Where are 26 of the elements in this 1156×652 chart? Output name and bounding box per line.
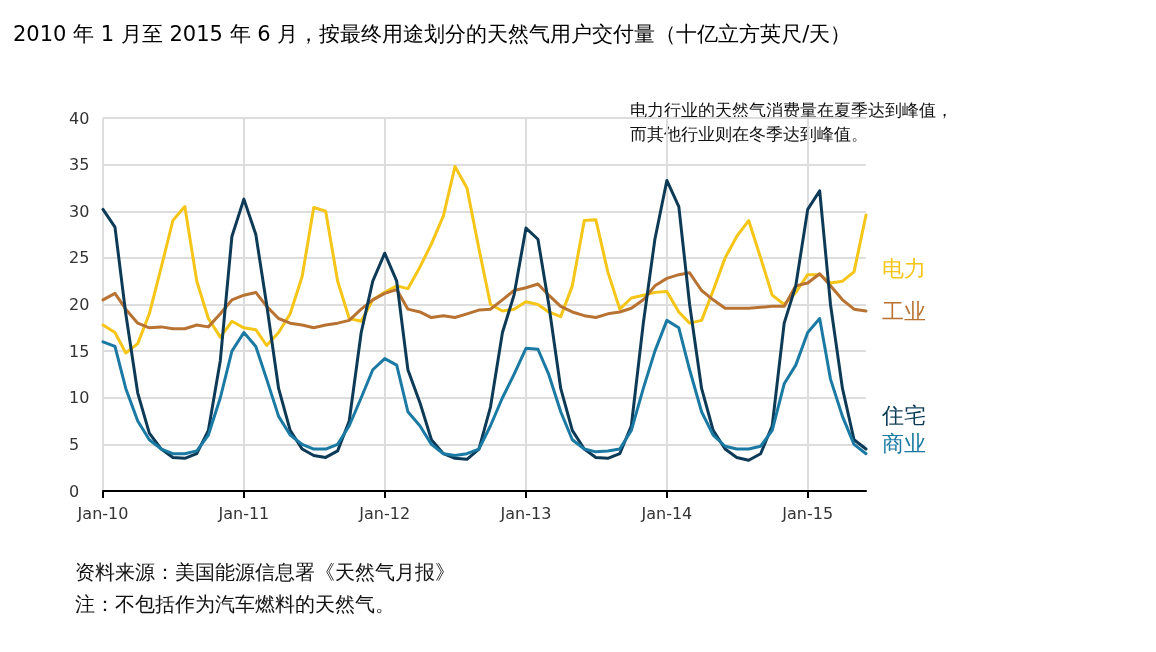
- text: 资料来源：美国能源信息署《天然气月报》: [75, 560, 455, 584]
- line-series: [101, 178, 868, 462]
- x-tick-label: Jan-13: [499, 503, 552, 523]
- x-tick-label: Jan-14: [640, 503, 693, 523]
- line-series: [101, 164, 868, 355]
- series-label: 工业: [882, 298, 926, 324]
- y-tick-label: 5: [69, 434, 80, 454]
- line-series: [101, 271, 868, 331]
- y-tick-label: 15: [69, 341, 90, 361]
- x-tick-label: Jan-15: [781, 503, 834, 523]
- y-tick-label: 20: [69, 295, 90, 314]
- x-tick-label: Jan-12: [358, 503, 411, 523]
- line-series: [101, 316, 868, 458]
- chart-title: 2010 年 1 月至 2015 年 6 月，按最终用途划分的天然气用户交付量（十亿立方英尺/天）: [13, 21, 852, 46]
- text: 注：不包括作为汽车燃料的天然气。: [75, 592, 395, 616]
- x-tick-label: Jan-11: [217, 503, 270, 523]
- y-tick-label: 30: [69, 201, 90, 221]
- series-label: 电力: [882, 256, 926, 282]
- x-tick-label: Jan-10: [76, 503, 129, 523]
- y-tick-label: 25: [69, 248, 90, 268]
- y-tick-label: 10: [69, 388, 90, 408]
- series-label: 商业: [882, 431, 926, 457]
- y-tick-label: 35: [69, 155, 90, 175]
- y-tick-label: 40: [69, 108, 90, 128]
- series-label: 住宅: [881, 402, 926, 428]
- y-tick-label: 0: [69, 481, 80, 501]
